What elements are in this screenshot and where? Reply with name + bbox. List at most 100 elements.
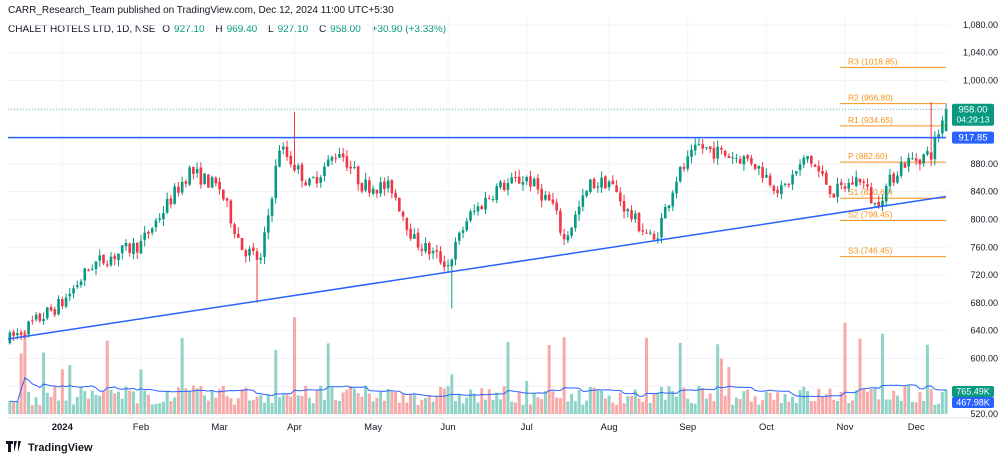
candle-body — [207, 174, 210, 188]
candle-body — [446, 265, 450, 267]
volume-bar — [195, 388, 199, 414]
candle-body — [450, 259, 454, 267]
candle-body — [566, 235, 570, 241]
volume-bar — [809, 401, 813, 414]
volume-bar — [682, 387, 686, 414]
candle-body — [109, 256, 113, 266]
tradingview-logo[interactable]: TradingView — [6, 441, 93, 454]
volume-bar — [689, 402, 693, 414]
candle-body — [416, 232, 420, 248]
volume-bar — [161, 401, 165, 414]
volume-bar — [483, 399, 487, 414]
candle-body — [776, 189, 779, 194]
candle-body — [8, 332, 12, 344]
candle-body — [158, 218, 161, 220]
volume-bar — [304, 385, 308, 414]
volume-bar — [734, 397, 738, 414]
candle-body — [727, 156, 731, 159]
y-tick-label: 880.00 — [970, 159, 998, 169]
volume-bar — [465, 397, 469, 414]
volume-bar — [678, 342, 682, 414]
candle-body — [577, 206, 581, 215]
candle-body — [892, 173, 896, 183]
volume-bar — [49, 396, 53, 414]
volume-bar — [405, 402, 409, 414]
candle-body — [502, 182, 506, 191]
volume-bar — [64, 400, 68, 414]
volume-bar — [719, 358, 723, 414]
candle-body — [240, 237, 244, 251]
volume-bar — [603, 398, 607, 414]
candle-body — [574, 214, 577, 228]
volume-bar — [704, 398, 708, 414]
candle-body — [761, 167, 764, 179]
volume-bar — [173, 397, 177, 414]
candle-body — [472, 210, 476, 212]
volume-bar — [165, 391, 169, 414]
candle-body — [162, 212, 165, 220]
candle-body — [147, 231, 150, 234]
volume-bar — [566, 401, 570, 414]
candle-body — [311, 177, 315, 179]
volume-bar — [390, 391, 394, 414]
volume-bar — [427, 395, 431, 414]
price-change: +30.90 (+3.33%) — [371, 24, 447, 35]
volume-bar — [487, 389, 491, 414]
candle-body — [619, 192, 622, 202]
candle-body — [424, 242, 427, 252]
volume-bar — [270, 403, 274, 414]
x-tick-label: 2024 — [52, 422, 74, 433]
volume-bar — [937, 403, 941, 414]
candle-body — [675, 181, 678, 194]
candle-body — [592, 179, 596, 189]
volume-bar — [888, 399, 892, 414]
symbol-name[interactable]: CHALET HOTELS LTD, 1D, NSE — [8, 24, 156, 35]
volume-bar — [600, 390, 604, 414]
volume-bar — [27, 391, 31, 414]
volume-bar — [498, 399, 502, 414]
symbol-info-line: CHALET HOTELS LTD, 1D, NSE O 927.10 H 969.… — [8, 24, 450, 35]
volume-bar — [480, 388, 484, 414]
candle-body — [791, 174, 794, 185]
volume-bar — [645, 337, 649, 414]
candle-body — [585, 190, 588, 196]
candle-body — [555, 202, 558, 211]
candle-body — [60, 299, 64, 307]
volume-bar — [513, 402, 517, 414]
volume-bar — [341, 392, 345, 414]
candle-body — [128, 243, 132, 253]
candle-body — [338, 153, 341, 158]
volume-bar — [738, 398, 742, 414]
candle-body — [105, 264, 109, 266]
axes: 1,080.00 1,040.00 1,000.00 880.00 840.00 800.… — [8, 20, 998, 433]
volume-bar — [382, 400, 386, 414]
price-badge — [952, 131, 994, 144]
candle-body — [611, 180, 615, 185]
volume-bar — [34, 397, 38, 414]
volume-bar — [476, 402, 480, 414]
y-tick-label: 1,040.00 — [963, 48, 998, 58]
volume-bar — [929, 389, 933, 414]
volume-bar — [895, 395, 899, 414]
candle-body — [667, 205, 671, 209]
volume-bar — [300, 395, 304, 414]
pivot-label: R3 (1018.85) — [848, 56, 898, 66]
candle-body — [237, 233, 240, 238]
candle-body — [589, 179, 592, 193]
volume-bar — [540, 399, 544, 414]
volume-bar — [244, 387, 248, 414]
volume-bar — [169, 401, 173, 414]
candle-body — [375, 189, 379, 194]
volume-bar — [158, 403, 162, 414]
volume-bar — [79, 387, 83, 414]
volume-bar — [15, 400, 19, 414]
candle-body — [341, 153, 345, 158]
candle-body — [839, 182, 843, 186]
candle-body — [360, 182, 364, 192]
price-badge-countdown: 04:29:13 — [956, 115, 989, 125]
price-badge-label: 958.00 — [958, 105, 987, 116]
volume-bar — [457, 394, 461, 414]
volume-bar — [701, 387, 705, 414]
candle-body — [368, 180, 371, 193]
